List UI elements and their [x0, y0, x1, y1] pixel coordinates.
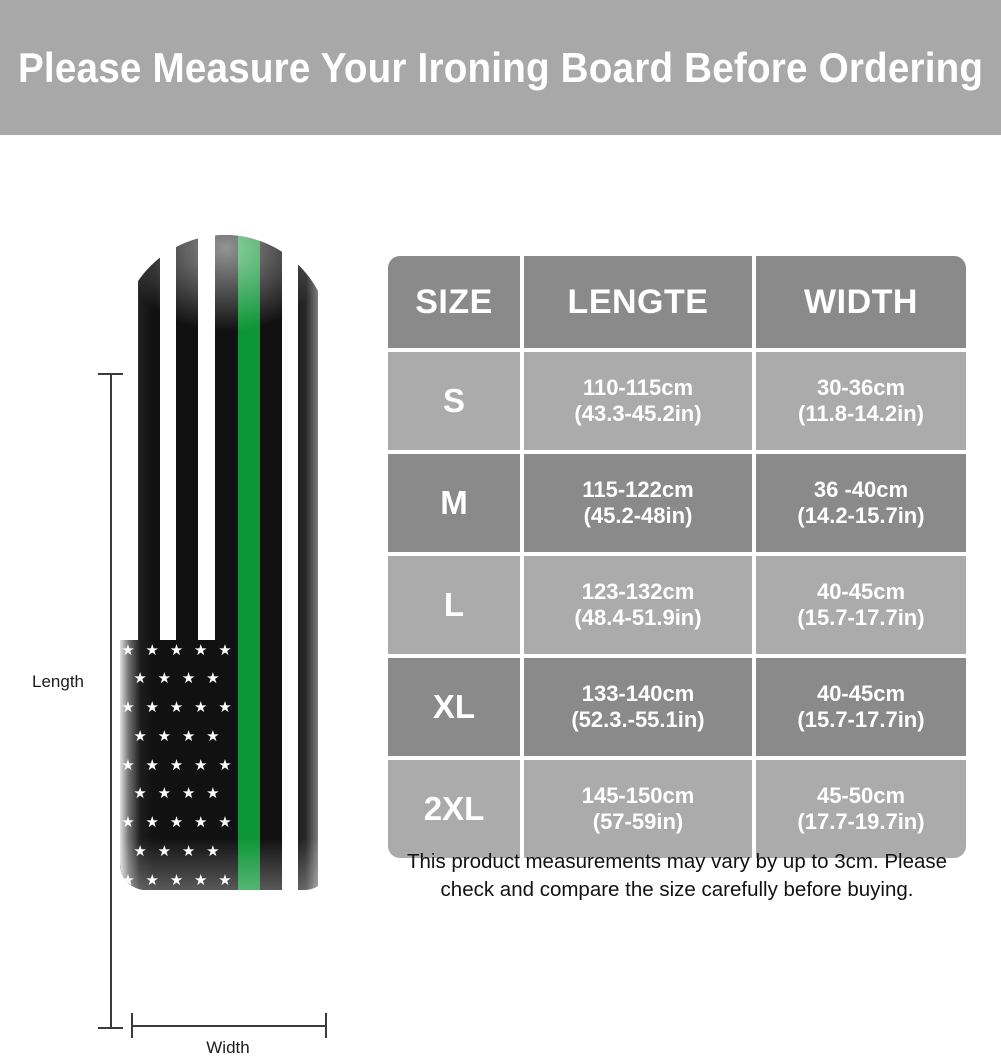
flag-star-icon: ★: [145, 641, 159, 659]
flag-star-icon: ★: [133, 842, 147, 860]
flag-star-icon: ★: [145, 756, 159, 774]
stripe-black-5: [298, 235, 318, 890]
flag-star-icon: ★: [218, 699, 232, 716]
cell-length: 110-115cm (43.3-45.2in): [524, 352, 752, 450]
board-stripes: ★ ★ ★ ★ ★ ★ ★ ★ ★ ★ ★ ★ ★ ★ ★ ★ ★ ★ ★ ★ ★ ★ ★ ★ ★ ★ ★ ★ ★ ★ ★ ★ ★ ★ ★ ★ ★ ★ ★ ★…: [120, 235, 330, 890]
cell-width: 45-50cm (17.7-19.7in): [756, 760, 966, 858]
flag-star-icon: ★: [121, 699, 135, 716]
table-row: S 110-115cm (43.3-45.2in) 30-36cm (11.8-14.2…: [388, 352, 966, 450]
flag-star-icon: ★: [133, 670, 147, 688]
cell-size: S: [388, 352, 520, 450]
flag-star-icon: ★: [218, 756, 232, 774]
stripe-green: [238, 235, 260, 890]
flag-star-icon: ★: [157, 727, 172, 745]
length-dimension-line: [110, 373, 112, 1029]
flag-star-icon: ★: [121, 814, 135, 831]
length-label: Length: [32, 672, 84, 691]
flag-star-icon: ★: [133, 727, 147, 745]
width-dimension-cap-right: [325, 1013, 327, 1038]
table-row: M 115-122cm (45.2-48in) 36 -40cm (14.2-15.7i…: [388, 454, 966, 552]
table-body: S 110-115cm (43.3-45.2in) 30-36cm (11.8-14.2…: [388, 352, 966, 858]
flag-star-icon: ★: [145, 871, 159, 889]
flag-star-icon: ★: [206, 670, 220, 688]
flag-star-icon: ★: [206, 785, 220, 803]
column-header-width: WIDTH: [756, 256, 966, 348]
cell-width: 40-45cm (15.7-17.7in): [756, 658, 966, 756]
width-dimension-cap-left: [131, 1013, 133, 1038]
flag-star-icon: ★: [194, 699, 208, 716]
cell-size: M: [388, 454, 520, 552]
cell-size: L: [388, 556, 520, 654]
flag-star-icon: ★: [218, 871, 232, 889]
flag-star-icon: ★: [169, 699, 184, 716]
flag-star-icon: ★: [121, 641, 135, 659]
ironing-board-cover-image: ★ ★ ★ ★ ★ ★ ★ ★ ★ ★ ★ ★ ★ ★ ★ ★ ★ ★ ★ ★ ★ ★ ★ ★ ★ ★ ★ ★ ★ ★ ★ ★ ★ ★ ★ ★ ★ ★ ★ ★…: [120, 235, 330, 890]
flag-star-icon: ★: [194, 871, 208, 889]
flag-star-icon: ★: [181, 727, 196, 745]
flag-star-icon: ★: [169, 756, 184, 774]
flag-star-icon: ★: [218, 814, 232, 831]
table-row: 2XL 145-150cm (57-59in) 45-50cm (17.7-19.7in…: [388, 760, 966, 858]
flag-star-icon: ★: [194, 756, 208, 774]
length-dimension-cap-top: [98, 373, 123, 375]
flag-star-icon: ★: [157, 842, 172, 860]
page-title: Please Measure Your Ironing Board Before…: [17, 43, 984, 91]
flag-star-canton: ★ ★ ★ ★ ★ ★ ★ ★ ★ ★ ★ ★ ★ ★ ★ ★ ★ ★ ★ ★ ★ ★ ★ ★ ★ ★ ★ ★ ★ ★ ★ ★ ★ ★ ★ ★ ★ ★ ★ ★…: [120, 640, 233, 890]
cell-width: 36 -40cm (14.2-15.7in): [756, 454, 966, 552]
flag-star-icon: ★: [133, 785, 147, 803]
column-header-size: SIZE: [388, 256, 520, 348]
size-chart-table: SIZE LENGTE WIDTH S 110-115cm (43.3-45.2in…: [388, 256, 966, 862]
flag-star-icon: ★: [121, 871, 135, 889]
flag-star-icon: ★: [181, 670, 196, 688]
cell-length: 133-140cm (52.3.-55.1in): [524, 658, 752, 756]
ironing-board-illustration: ★ ★ ★ ★ ★ ★ ★ ★ ★ ★ ★ ★ ★ ★ ★ ★ ★ ★ ★ ★ ★ ★ ★ ★ ★ ★ ★ ★ ★ ★ ★ ★ ★ ★ ★ ★ ★ ★ ★ ★…: [0, 135, 380, 1057]
flag-star-icon: ★: [169, 814, 184, 831]
flag-star-icon: ★: [218, 641, 232, 659]
flag-star-icon: ★: [181, 785, 196, 803]
column-header-length: LENGTE: [524, 256, 752, 348]
flag-star-icon: ★: [145, 699, 159, 716]
cell-length: 115-122cm (45.2-48in): [524, 454, 752, 552]
flag-star-icon: ★: [169, 871, 184, 889]
table-row: XL 133-140cm (52.3.-55.1in) 40-45cm (15.7-17…: [388, 658, 966, 756]
table-row: L 123-132cm (48.4-51.9in) 40-45cm (15.7-17.7…: [388, 556, 966, 654]
flag-star-icon: ★: [194, 641, 208, 659]
stripe-white-5: [318, 235, 330, 890]
cell-width: 30-36cm (11.8-14.2in): [756, 352, 966, 450]
measurement-disclaimer: This product measurements may vary by up…: [406, 850, 948, 902]
stripe-white-4: [282, 235, 298, 890]
cell-width: 40-45cm (15.7-17.7in): [756, 556, 966, 654]
flag-star-icon: ★: [169, 641, 184, 659]
cell-length: 123-132cm (48.4-51.9in): [524, 556, 752, 654]
flag-star-icon: ★: [157, 785, 172, 803]
width-label: Width: [206, 1038, 250, 1057]
flag-star-icon: ★: [181, 842, 196, 860]
cell-length: 145-150cm (57-59in): [524, 760, 752, 858]
table-header-row: SIZE LENGTE WIDTH: [388, 256, 966, 348]
stripe-black-4: [260, 235, 282, 890]
header-banner: Please Measure Your Ironing Board Before…: [0, 0, 1001, 135]
flag-star-icon: ★: [121, 756, 135, 774]
flag-star-icon: ★: [157, 670, 172, 688]
flag-star-icon: ★: [206, 842, 220, 860]
flag-star-icon: ★: [145, 814, 159, 831]
flag-star-icon: ★: [206, 727, 220, 745]
length-dimension-cap-bottom: [98, 1027, 123, 1029]
cell-size: 2XL: [388, 760, 520, 858]
flag-star-icon: ★: [194, 814, 208, 831]
cell-size: XL: [388, 658, 520, 756]
width-dimension-line: [131, 1025, 327, 1027]
